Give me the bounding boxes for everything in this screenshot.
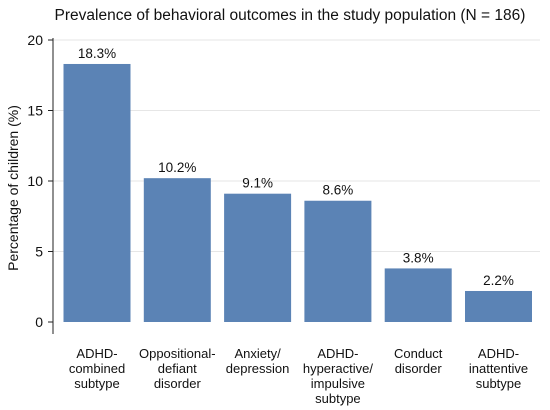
data-label: 10.2% xyxy=(158,160,196,175)
data-labels: 18.3% 10.2% 9.1% 8.6% 3.8% 2.2% xyxy=(78,46,514,288)
y-axis-ticks: 0 5 10 15 20 xyxy=(27,32,53,330)
x-category-label: Conduct disorder xyxy=(394,346,443,376)
x-category-label: ADHD-combined subtype xyxy=(69,346,125,391)
y-axis-label: Percentage of children (%) xyxy=(5,105,21,271)
x-category-label: ADHD-inattentive subtype xyxy=(469,346,528,391)
data-label: 18.3% xyxy=(78,46,116,61)
x-category-label: Anxiety/depression xyxy=(226,346,290,376)
gridlines xyxy=(53,39,540,252)
y-tick-label: 15 xyxy=(27,103,43,119)
bar xyxy=(143,178,211,322)
bar xyxy=(224,193,292,322)
x-category-label: Oppositional-defiant disorder xyxy=(139,346,216,391)
y-tick-label: 5 xyxy=(35,244,43,260)
bar xyxy=(384,268,452,322)
data-label: 3.8% xyxy=(403,250,434,265)
bar xyxy=(304,200,372,322)
y-tick-label: 0 xyxy=(35,314,43,330)
data-label: 9.1% xyxy=(242,176,273,191)
bars xyxy=(63,63,532,322)
x-axis-categories: ADHD-combined subtype Oppositional-defiant… xyxy=(69,346,528,406)
data-label: 8.6% xyxy=(323,183,354,198)
bar xyxy=(63,63,131,322)
chart-title: Prevalence of behavioral outcomes in the… xyxy=(55,7,526,24)
bar xyxy=(465,290,532,322)
y-tick-label: 20 xyxy=(27,32,43,48)
y-tick-label: 10 xyxy=(27,173,43,189)
data-label: 2.2% xyxy=(483,273,514,288)
x-category-label: ADHD-hyperactive/impulsive subtype xyxy=(303,346,373,406)
